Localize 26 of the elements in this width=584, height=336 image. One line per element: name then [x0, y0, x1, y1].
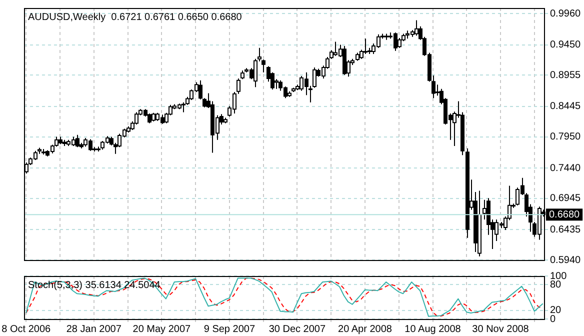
y-tick-label: 80 — [550, 279, 562, 290]
y-tick-label: 0.7440 — [550, 162, 582, 174]
x-tick-label: 30 Dec 2007 — [268, 324, 326, 335]
y-tick-label: 20 — [550, 305, 562, 316]
x-tick-label: 28 Jan 2007 — [66, 324, 122, 335]
y-tick-label: 0.8445 — [550, 101, 582, 112]
y-tick-label: 0.5940 — [550, 254, 582, 266]
y-tick-label: 0.6945 — [550, 193, 582, 204]
y-tick-label: 0 — [550, 314, 556, 325]
y-tick-label: 0.8955 — [550, 70, 582, 81]
chart-title: AUDUSD,Weekly 0.6721 0.6761 0.6650 0.6680 — [28, 12, 242, 23]
y-tick-label: 0.7950 — [550, 132, 582, 143]
x-tick-label: 10 Aug 2008 — [404, 324, 462, 335]
candlestick — [478, 190, 482, 257]
candlestick — [364, 38, 368, 54]
y-tick-label: 0.6435 — [550, 224, 582, 236]
y-tick-label: 0.9960 — [550, 8, 582, 20]
x-tick-label: 20 May 2007 — [132, 324, 192, 335]
y-tick-label: 0.9450 — [550, 40, 582, 51]
x-tick-label: 8 Oct 2006 — [2, 324, 52, 335]
candlestick — [414, 20, 418, 36]
x-tick-label: 30 Nov 2008 — [472, 324, 530, 335]
x-tick-label: 9 Sep 2007 — [204, 324, 256, 335]
ref-line-label: 0.6680 — [549, 209, 580, 220]
x-tick-label: 20 Apr 2008 — [338, 324, 392, 335]
y-tick-label: 100 — [550, 270, 568, 282]
